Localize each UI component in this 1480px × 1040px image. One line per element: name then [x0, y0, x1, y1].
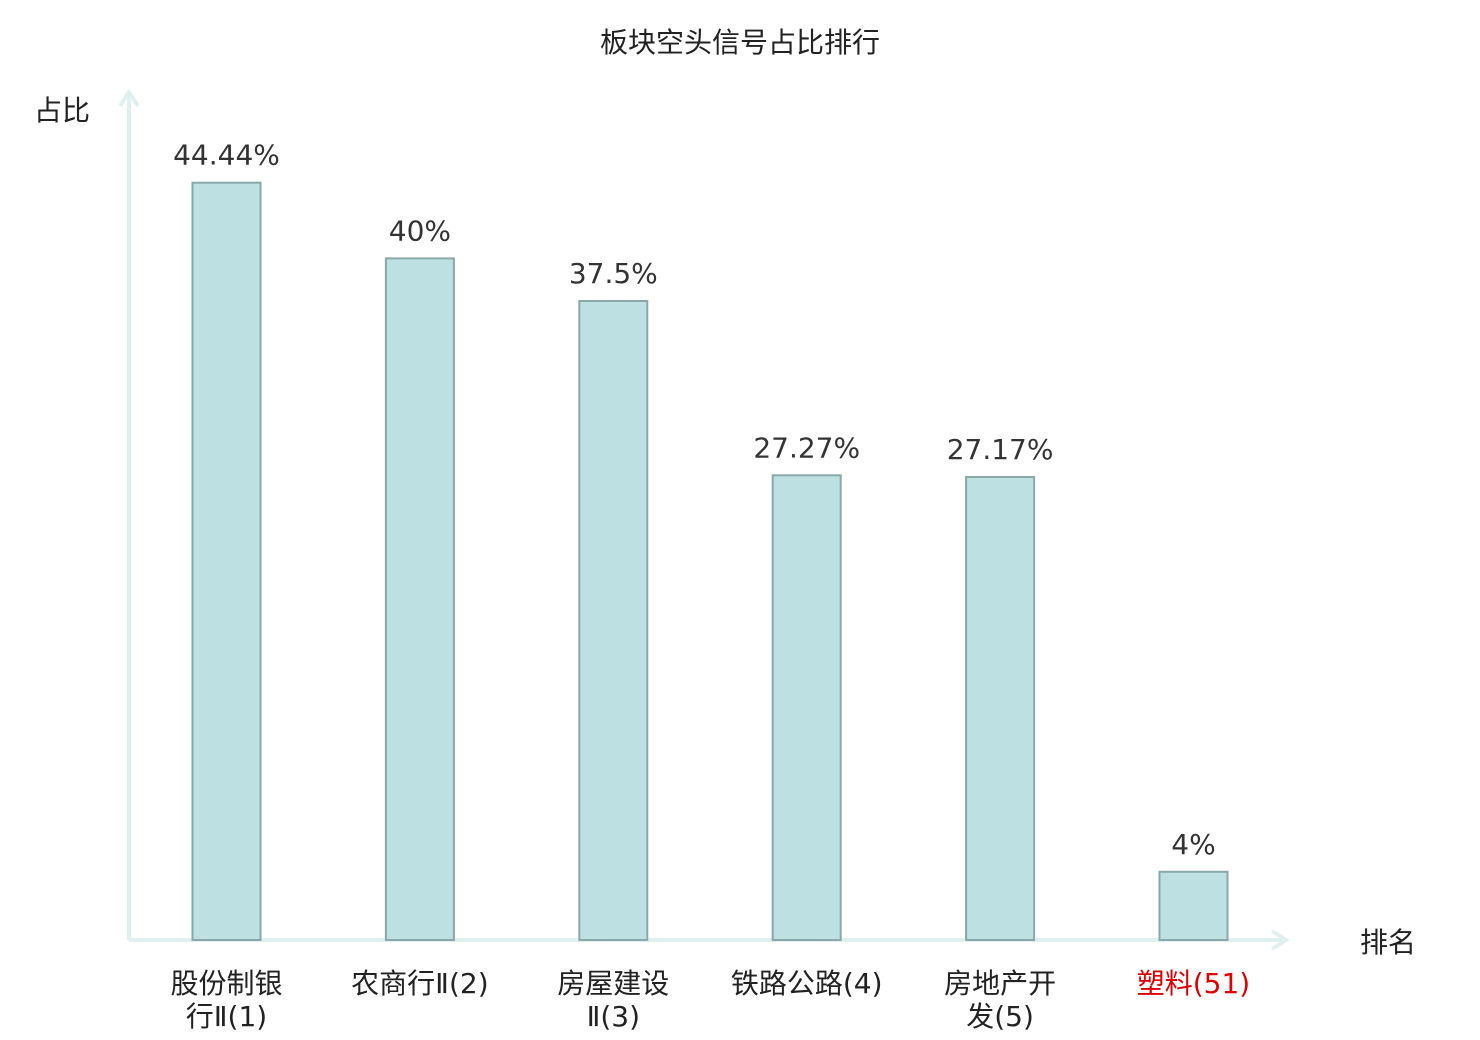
bar-value-label: 4%: [1171, 828, 1215, 861]
x-tick-label-line: 发(5): [966, 1000, 1034, 1033]
x-axis-label: 排名: [1360, 926, 1416, 959]
bar: [965, 476, 1036, 941]
bar-series: [191, 181, 1229, 941]
x-tick-label-line: 农商行Ⅱ(2): [351, 967, 488, 1000]
y-axis-label: 占比: [34, 94, 90, 127]
x-tick-label: 铁路公路(4): [731, 967, 883, 1000]
bar-value-label: 44.44%: [173, 139, 280, 172]
x-tick-label-line: 房地产开: [944, 967, 1056, 1000]
category-labels: 股份制银行Ⅱ(1) 农商行Ⅱ(2) 房屋建设 Ⅱ(3) 铁路公路(4) 房地产开发(5) 塑…: [170, 967, 1250, 1033]
x-tick-label-line: 铁路公路(4): [731, 967, 883, 1000]
x-tick-label: 房地产开发(5): [944, 967, 1056, 1033]
bar: [578, 300, 649, 941]
x-tick-label: 房屋建设 Ⅱ(3): [557, 967, 669, 1033]
x-tick-label-line: 股份制银: [170, 967, 282, 1000]
x-tick-label-line: 塑料(51): [1137, 967, 1250, 1000]
bar: [191, 181, 262, 941]
x-axis-arrow-icon: [1270, 929, 1290, 951]
x-tick-label: 股份制银行Ⅱ(1): [170, 967, 282, 1033]
y-axis-arrow-icon: [118, 88, 140, 108]
bar-value-label: 37.5%: [569, 257, 658, 290]
x-tick-label-line: 行Ⅱ(1): [186, 1000, 267, 1033]
bar: [1158, 870, 1229, 941]
x-tick-label: 农商行Ⅱ(2): [351, 967, 488, 1000]
bar: [384, 257, 455, 941]
bar-value-label: 27.17%: [947, 433, 1054, 466]
bar-value-label: 40%: [389, 214, 451, 247]
bar-value-label: 27.27%: [753, 431, 860, 464]
x-tick-label-line: 房屋建设: [557, 967, 669, 1000]
chart-title: 板块空头信号占比排行: [600, 26, 880, 59]
x-tick-label: 塑料(51): [1137, 967, 1250, 1000]
x-tick-label-line: Ⅱ(3): [587, 1000, 640, 1033]
value-labels: 44.44% 40% 37.5% 27.27% 27.17% 4%: [173, 139, 1216, 861]
bar: [771, 474, 842, 941]
